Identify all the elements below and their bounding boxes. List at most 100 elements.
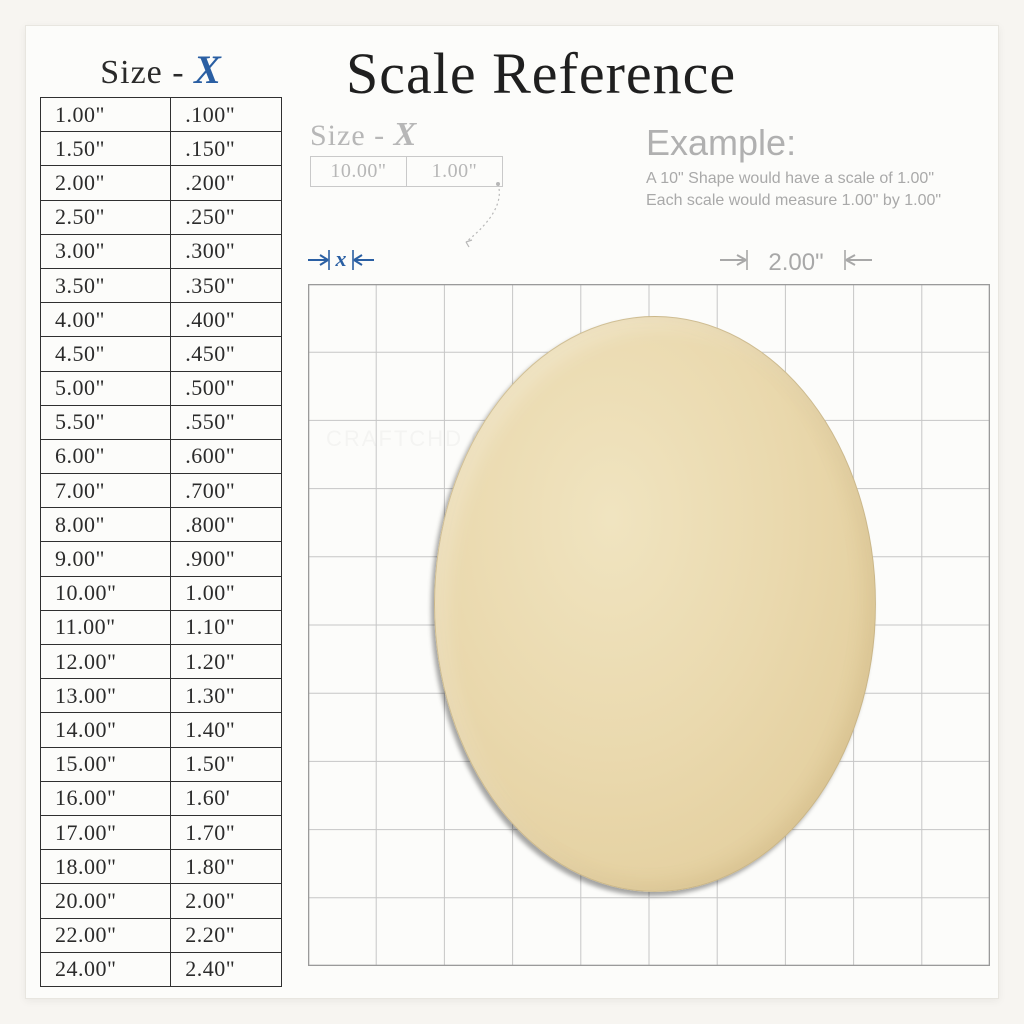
table-cell: 1.00": [171, 576, 282, 610]
example-line2: Each scale would measure 1.00" by 1.00": [646, 190, 941, 212]
table-row: 9.00".900": [41, 542, 282, 576]
table-row: 8.00".800": [41, 508, 282, 542]
table-cell: .450": [171, 337, 282, 371]
table-cell: .800": [171, 508, 282, 542]
table-cell: 7.00": [41, 474, 171, 508]
table-cell: 2.00": [171, 884, 282, 918]
table-cell: 20.00": [41, 884, 171, 918]
example-line1: A 10" Shape would have a scale of 1.00": [646, 168, 941, 190]
table-cell: 11.00": [41, 610, 171, 644]
size-table: Size - X 1.00".100"1.50".150"2.00".200"2…: [40, 46, 282, 987]
table-cell: 1.50": [41, 132, 171, 166]
table-row: 24.00"2.40": [41, 952, 282, 986]
table-cell: 9.00": [41, 542, 171, 576]
table-cell: .300": [171, 234, 282, 268]
table-cell: .500": [171, 371, 282, 405]
example-block: Example: A 10" Shape would have a scale …: [646, 122, 941, 211]
table-row: 20.00"2.00": [41, 884, 282, 918]
table-row: 22.00"2.20": [41, 918, 282, 952]
table-cell: 4.00": [41, 303, 171, 337]
table-cell: 22.00": [41, 918, 171, 952]
table-cell: .350": [171, 268, 282, 302]
table-cell: 1.40": [171, 713, 282, 747]
x-label: x: [332, 246, 351, 272]
table-cell: 1.70": [171, 815, 282, 849]
header-sep: -: [163, 54, 194, 91]
table-row: 11.00"1.10": [41, 610, 282, 644]
table-cell: 15.00": [41, 747, 171, 781]
table-cell: 3.50": [41, 268, 171, 302]
mini-size-example: Size - X 10.00" 1.00": [310, 116, 503, 187]
table-row: 3.00".300": [41, 234, 282, 268]
table-cell: .400": [171, 303, 282, 337]
mini-label: Size - X: [310, 116, 503, 154]
two-inch-label: 2.00": [762, 249, 829, 277]
table-row: 15.00"1.50": [41, 747, 282, 781]
table-row: 10.00"1.00": [41, 576, 282, 610]
table-cell: .150": [171, 132, 282, 166]
table-row: 18.00"1.80": [41, 850, 282, 884]
mini-x: X: [394, 116, 417, 153]
page: Size - X 1.00".100"1.50".150"2.00".200"2…: [25, 25, 999, 999]
x-scale-marker: x: [306, 246, 376, 276]
table-cell: 18.00": [41, 850, 171, 884]
table-cell: 1.60': [171, 781, 282, 815]
table-cell: .200": [171, 166, 282, 200]
table-cell: 1.20": [171, 645, 282, 679]
table-cell: 2.00": [41, 166, 171, 200]
table-row: 2.50".250": [41, 200, 282, 234]
table-row: 3.50".350": [41, 268, 282, 302]
table-cell: 5.50": [41, 405, 171, 439]
table-cell: 1.00": [41, 98, 171, 132]
table-cell: .100": [171, 98, 282, 132]
example-title: Example:: [646, 122, 941, 164]
table-cell: 1.50": [171, 747, 282, 781]
table-cell: 14.00": [41, 713, 171, 747]
table-cell: 1.10": [171, 610, 282, 644]
table-cell: 4.50": [41, 337, 171, 371]
table-cell: 24.00": [41, 952, 171, 986]
table-cell: 12.00": [41, 645, 171, 679]
header-prefix: Size: [100, 54, 163, 91]
table-row: 4.50".450": [41, 337, 282, 371]
table-cell: 2.40": [171, 952, 282, 986]
table-row: 5.50".550": [41, 405, 282, 439]
table-row: 1.50".150": [41, 132, 282, 166]
table-row: 7.00".700": [41, 474, 282, 508]
table-row: 2.00".200": [41, 166, 282, 200]
page-title: Scale Reference: [346, 40, 736, 107]
table-cell: .550": [171, 405, 282, 439]
table-row: 16.00"1.60': [41, 781, 282, 815]
table-row: 1.00".100": [41, 98, 282, 132]
dotted-curve-icon: [458, 182, 518, 252]
table-cell: 3.00": [41, 234, 171, 268]
two-inch-marker: 2.00": [716, 246, 876, 281]
table-row: 14.00"1.40": [41, 713, 282, 747]
table-cell: 5.00": [41, 371, 171, 405]
table-cell: 16.00": [41, 781, 171, 815]
table-cell: .900": [171, 542, 282, 576]
table-cell: 10.00": [41, 576, 171, 610]
size-data-table: 1.00".100"1.50".150"2.00".200"2.50".250"…: [40, 97, 282, 987]
table-row: 5.00".500": [41, 371, 282, 405]
table-cell: .600": [171, 439, 282, 473]
table-row: 6.00".600": [41, 439, 282, 473]
table-cell: 1.80": [171, 850, 282, 884]
table-cell: .250": [171, 200, 282, 234]
table-cell: 2.20": [171, 918, 282, 952]
mini-cell-size: 10.00": [311, 157, 407, 187]
size-table-header: Size - X: [40, 46, 282, 97]
wood-oval-shape: [434, 316, 876, 892]
table-row: 17.00"1.70": [41, 815, 282, 849]
table-cell: 13.00": [41, 679, 171, 713]
table-cell: 6.00": [41, 439, 171, 473]
table-cell: .700": [171, 474, 282, 508]
mini-sep: -: [366, 119, 394, 152]
table-cell: 8.00": [41, 508, 171, 542]
table-row: 13.00"1.30": [41, 679, 282, 713]
header-x: X: [194, 47, 222, 92]
table-cell: 17.00": [41, 815, 171, 849]
table-row: 12.00"1.20": [41, 645, 282, 679]
table-cell: 2.50": [41, 200, 171, 234]
mini-prefix: Size: [310, 119, 366, 152]
